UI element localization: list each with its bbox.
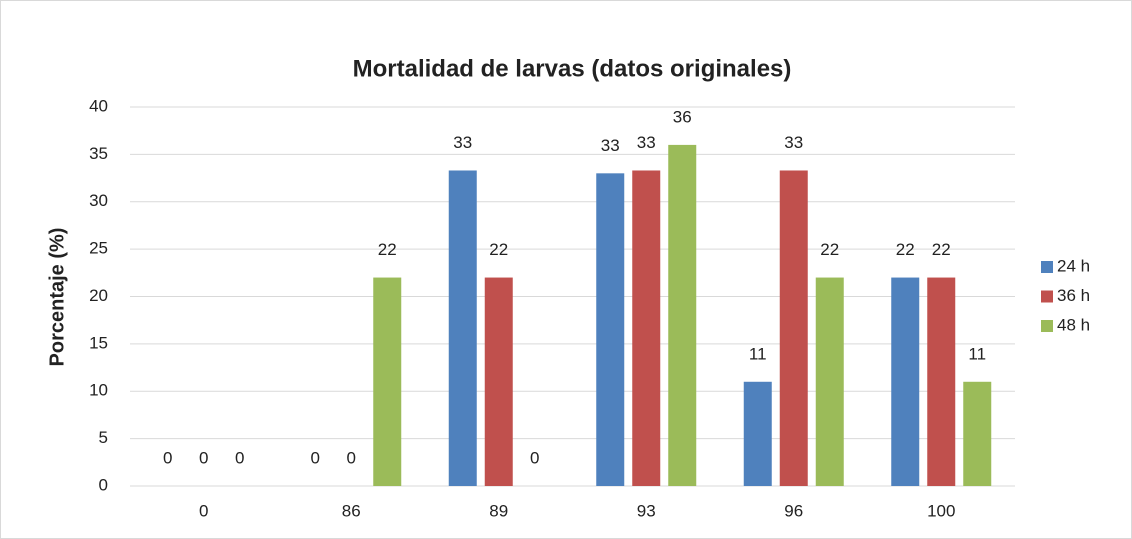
data-label: 0 (311, 448, 320, 467)
y-tick-label: 25 (89, 239, 108, 258)
legend-label: 48 h (1057, 315, 1090, 334)
legend-swatch (1041, 290, 1053, 303)
bar (743, 381, 772, 486)
data-label: 11 (749, 344, 767, 363)
x-tick-label: 96 (784, 501, 803, 520)
legend-swatch (1041, 320, 1053, 332)
y-tick-label: 30 (89, 191, 108, 210)
bar (373, 277, 402, 486)
y-tick-label: 40 (89, 96, 108, 115)
data-label: 36 (673, 107, 692, 126)
bar (484, 277, 513, 486)
data-label: 22 (378, 240, 397, 259)
x-tick-label: 100 (927, 501, 955, 520)
data-label: 33 (601, 136, 620, 155)
bar (448, 170, 477, 487)
y-tick-label: 10 (89, 381, 108, 400)
data-label: 22 (489, 240, 508, 259)
legend-label: 36 h (1057, 286, 1090, 305)
bar (891, 277, 920, 486)
legend-label: 24 h (1057, 256, 1090, 275)
data-label: 0 (163, 448, 172, 467)
x-tick-label: 86 (342, 501, 361, 520)
data-label: 0 (199, 448, 208, 467)
bar (779, 170, 808, 487)
bar (632, 170, 661, 487)
bar (927, 277, 956, 486)
bar (596, 173, 625, 486)
data-label: 22 (820, 240, 839, 259)
data-label: 0 (235, 448, 244, 467)
chart-title: Mortalidad de larvas (datos originales) (353, 55, 792, 82)
legend-swatch (1041, 261, 1053, 273)
bar (963, 381, 992, 486)
y-tick-label: 20 (89, 286, 108, 305)
x-tick-label: 89 (489, 501, 508, 520)
x-tick-label: 0 (199, 501, 208, 520)
data-label: 0 (530, 448, 539, 467)
y-tick-label: 0 (99, 475, 108, 494)
bar (668, 144, 697, 486)
y-tick-label: 15 (89, 333, 108, 352)
data-label: 33 (784, 133, 803, 152)
bar (815, 277, 844, 486)
data-label: 11 (968, 344, 986, 363)
data-label: 22 (932, 240, 951, 259)
y-tick-label: 5 (99, 428, 108, 447)
y-axis-label: Porcentaje (%) (46, 228, 68, 367)
data-label: 33 (637, 133, 656, 152)
x-tick-label: 93 (637, 501, 656, 520)
data-label: 22 (896, 240, 915, 259)
data-label: 33 (453, 133, 472, 152)
data-label: 0 (347, 448, 356, 467)
y-tick-label: 35 (89, 144, 108, 163)
